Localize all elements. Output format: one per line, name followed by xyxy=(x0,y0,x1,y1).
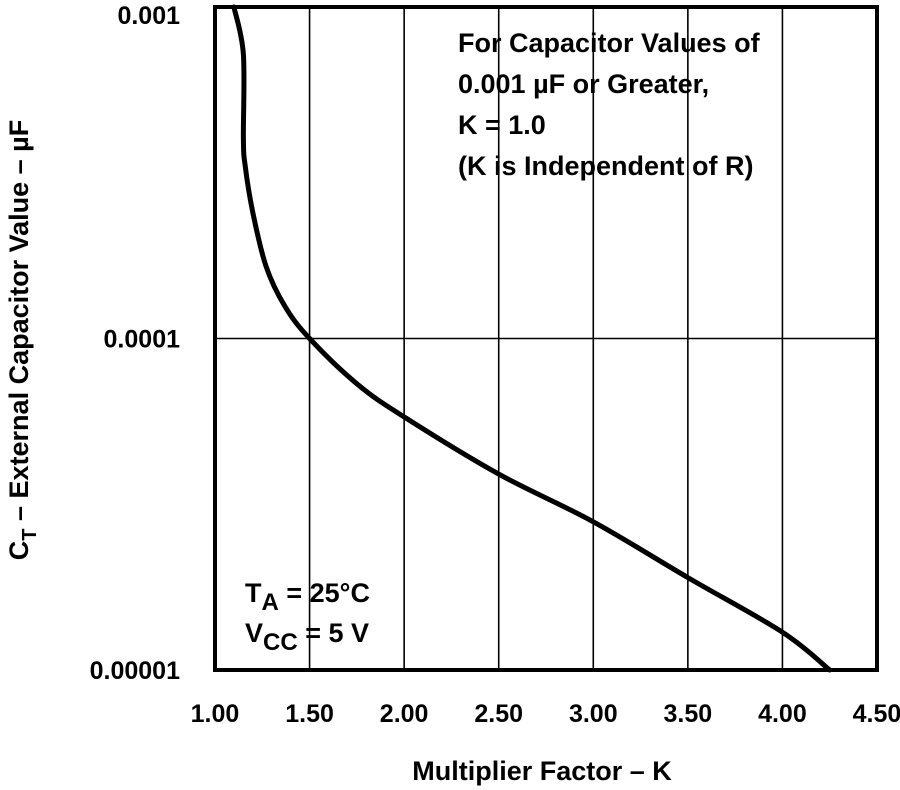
conditions-note: TA = 25°C VCC = 5 V xyxy=(245,578,370,656)
condition-ta: TA = 25°C xyxy=(245,578,370,616)
x-tick-label: 3.50 xyxy=(664,700,713,728)
y-axis-label-main: C xyxy=(4,541,34,561)
data-series-line xyxy=(231,4,833,673)
note-line-3: K = 1.0 xyxy=(458,110,546,140)
condition-ta-sub: A xyxy=(262,589,279,616)
x-tick-label: 4.00 xyxy=(758,700,807,728)
y-axis-label: CT – External Capacitor Value – µF xyxy=(4,120,41,560)
note-line-1: For Capacitor Values of xyxy=(458,28,761,58)
condition-ta-main: T xyxy=(245,578,262,608)
condition-vcc-main: V xyxy=(245,618,263,648)
x-tick-label: 4.50 xyxy=(853,700,900,728)
x-axis-label: Multiplier Factor – K xyxy=(412,756,672,786)
y-tick-label: 0.00001 xyxy=(90,657,180,685)
x-tick-label: 2.00 xyxy=(380,700,429,728)
note-line-2: 0.001 µF or Greater, xyxy=(458,69,709,99)
condition-vcc: VCC = 5 V xyxy=(245,618,369,656)
x-tick-label: 1.00 xyxy=(191,700,240,728)
grid-lines xyxy=(215,7,877,670)
y-axis-label-rest: – External Capacitor Value – µF xyxy=(4,120,34,529)
x-tick-labels: 1.00 1.50 2.00 2.50 3.00 3.50 4.00 4.50 xyxy=(191,700,900,728)
y-tick-labels: 0.001 0.0001 0.00001 xyxy=(90,2,180,685)
condition-ta-rest: = 25°C xyxy=(279,578,370,608)
y-axis-label-sub: T xyxy=(19,529,41,541)
condition-vcc-sub: CC xyxy=(263,629,298,656)
y-tick-label: 0.0001 xyxy=(104,326,181,354)
plot-frame xyxy=(213,5,879,672)
x-tick-label: 2.50 xyxy=(474,700,523,728)
note-line-4: (K is Independent of R) xyxy=(458,151,753,181)
x-tick-label: 3.00 xyxy=(569,700,618,728)
y-tick-label: 0.001 xyxy=(117,2,180,30)
top-note: For Capacitor Values of 0.001 µF or Grea… xyxy=(458,28,761,181)
x-tick-label: 1.50 xyxy=(285,700,334,728)
condition-vcc-rest: = 5 V xyxy=(298,618,369,648)
